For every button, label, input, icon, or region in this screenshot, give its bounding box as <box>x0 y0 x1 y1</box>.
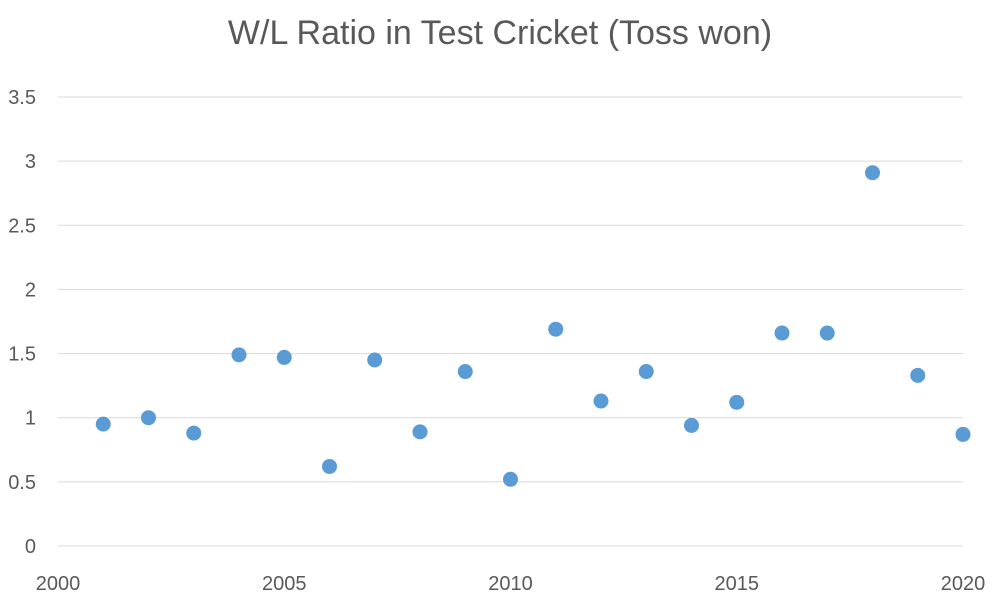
y-tick-label: 3 <box>25 151 36 173</box>
y-axis-tick-labels: 0 0.5 1 1.5 2 2.5 3 3.5 <box>8 87 36 558</box>
data-point <box>819 325 835 341</box>
y-tick-label: 1 <box>25 408 36 430</box>
data-points <box>95 165 971 487</box>
data-point <box>910 367 926 383</box>
x-tick-label: 2015 <box>715 573 760 595</box>
data-point <box>593 393 609 409</box>
y-tick-label: 1.5 <box>8 344 36 366</box>
y-tick-label: 0 <box>25 536 36 558</box>
data-point <box>141 410 156 426</box>
data-point <box>412 424 428 440</box>
y-tick-label: 3.5 <box>8 87 36 109</box>
data-point <box>322 458 337 474</box>
y-tick-label: 2 <box>25 279 36 301</box>
data-point <box>638 364 654 380</box>
data-point <box>955 426 971 442</box>
data-point <box>231 347 247 363</box>
chart-title: W/L Ratio in Test Cricket (Toss won) <box>227 14 773 52</box>
x-axis-tick-labels: 2000 2005 2010 2015 2020 <box>36 573 986 595</box>
x-tick-label: 2020 <box>941 573 986 595</box>
x-tick-label: 2000 <box>36 573 81 595</box>
y-tick-label: 2.5 <box>8 215 36 237</box>
data-point <box>729 394 745 410</box>
gridlines <box>58 96 963 483</box>
data-point <box>95 416 111 432</box>
data-point <box>367 352 383 368</box>
data-point <box>457 364 473 380</box>
data-point <box>276 349 292 365</box>
y-tick-label: 0.5 <box>8 472 36 494</box>
data-point <box>503 471 518 487</box>
x-tick-label: 2005 <box>262 573 307 595</box>
data-point <box>548 321 564 337</box>
data-point <box>865 165 880 181</box>
data-point <box>774 325 790 341</box>
x-tick-label: 2010 <box>488 573 533 595</box>
data-point <box>186 425 202 441</box>
data-point <box>684 417 699 433</box>
